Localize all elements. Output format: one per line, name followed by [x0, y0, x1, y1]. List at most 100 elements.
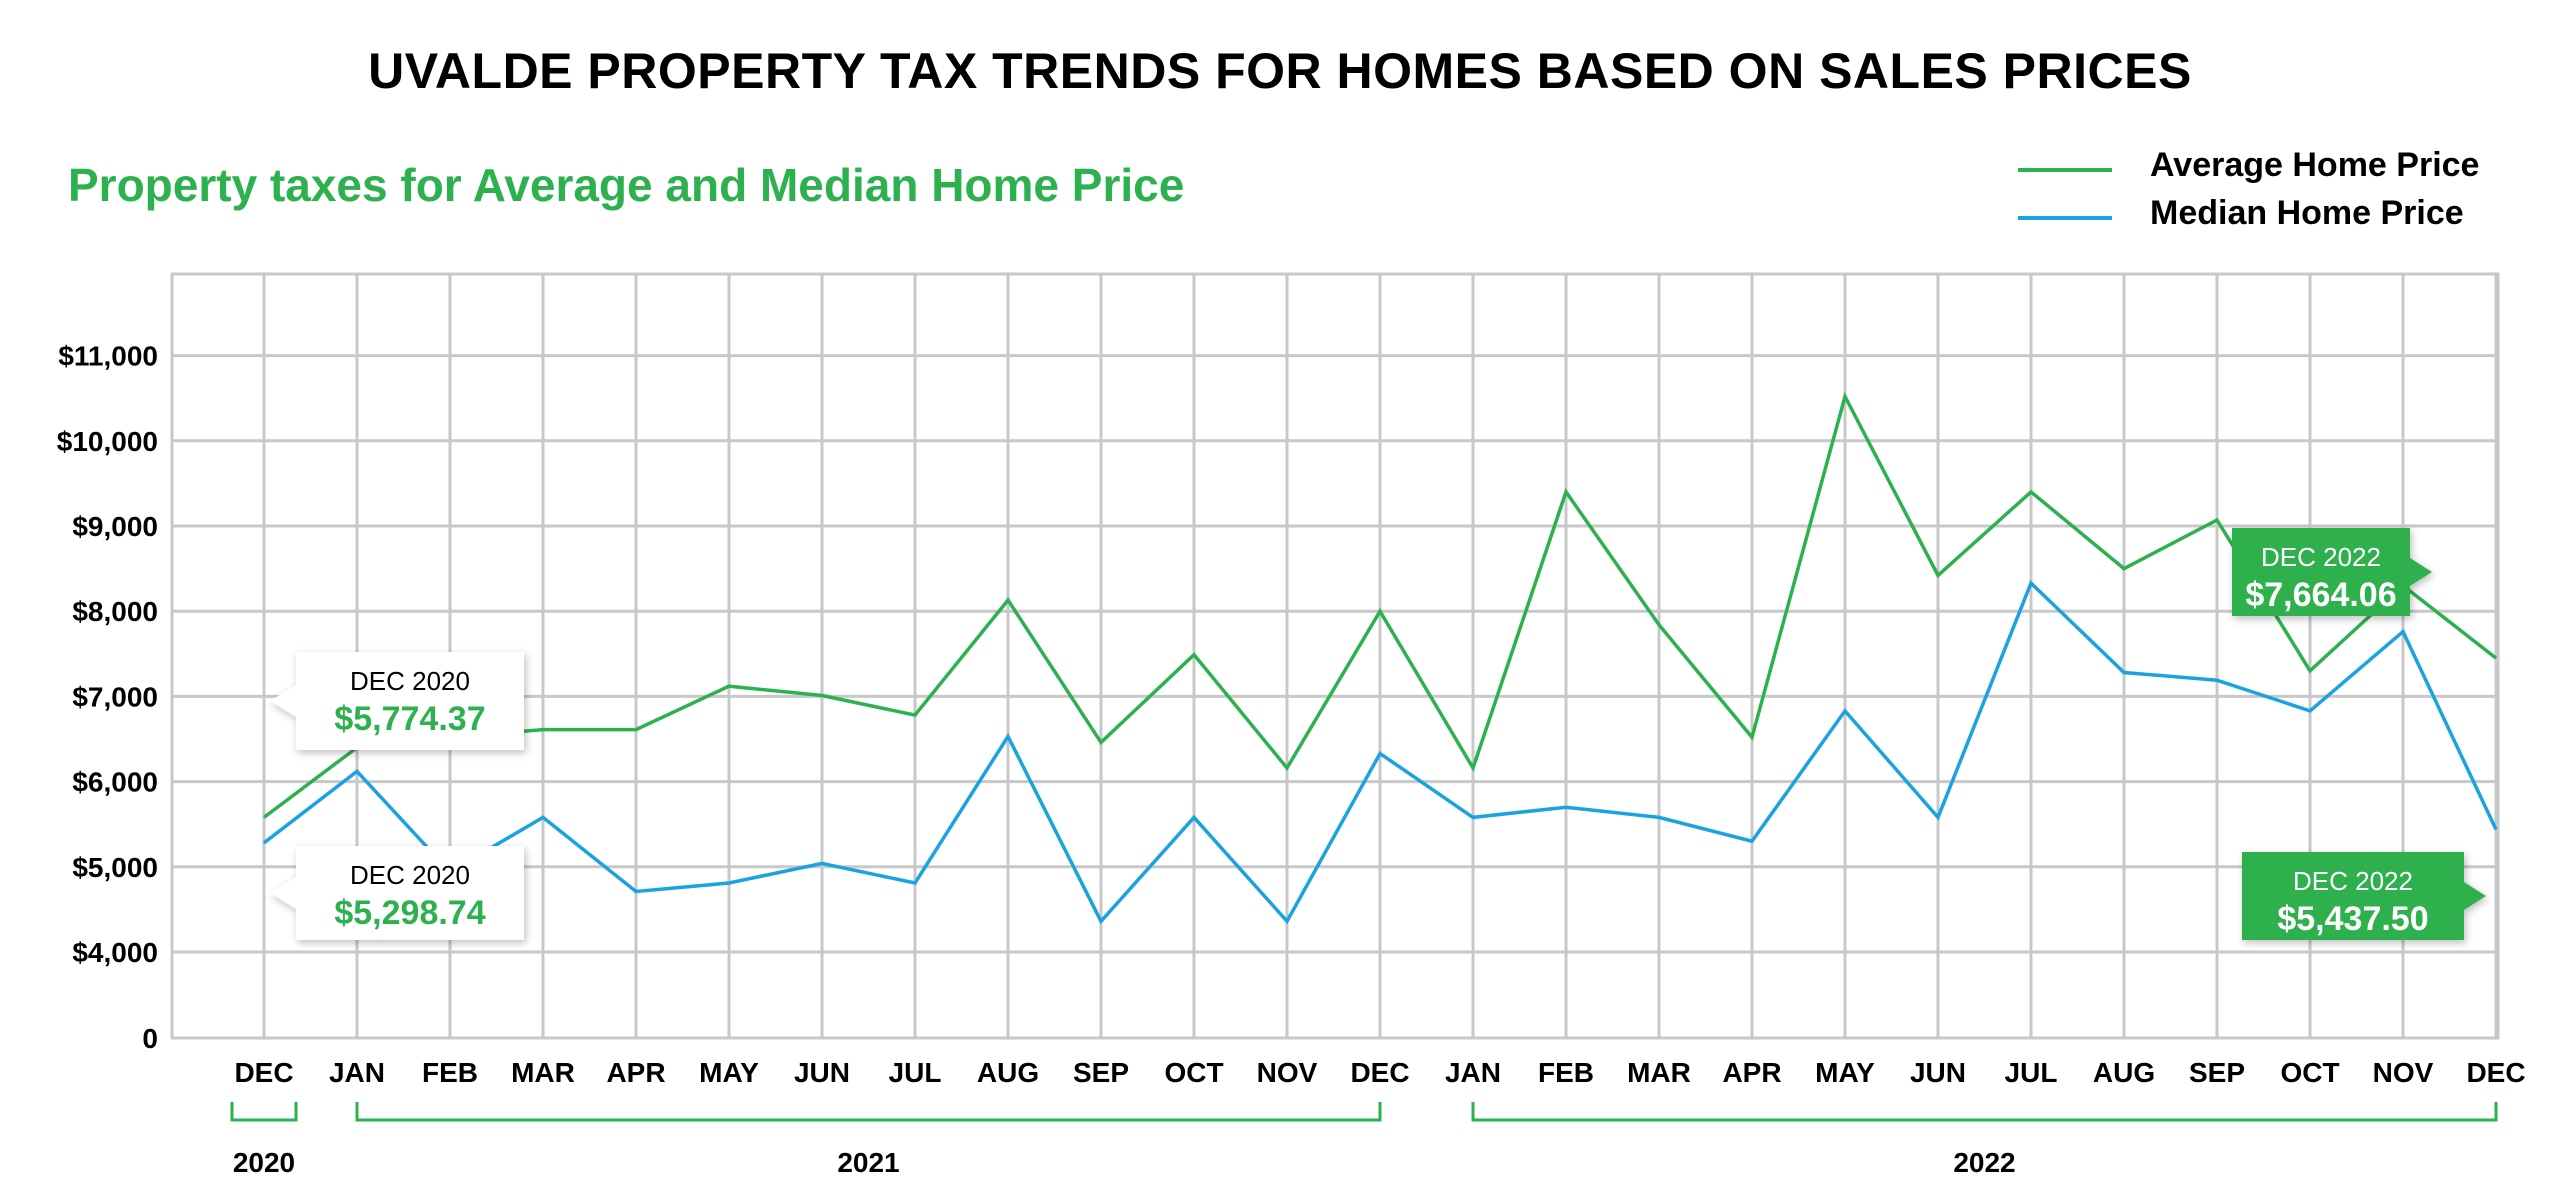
y-tick-label: $7,000 — [72, 681, 158, 712]
data-point — [914, 882, 916, 884]
callout — [270, 846, 524, 940]
x-tick-label: JAN — [1445, 1057, 1501, 1088]
y-tick-label: $5,000 — [72, 852, 158, 883]
data-point — [2030, 582, 2032, 584]
data-point — [2309, 710, 2311, 712]
data-point — [728, 685, 730, 687]
x-tick-label: OCT — [1164, 1057, 1223, 1088]
callout-date: DEC 2020 — [350, 860, 470, 890]
callout — [2242, 852, 2486, 940]
data-point — [1100, 920, 1102, 922]
x-tick-label: DEC — [1350, 1057, 1409, 1088]
x-tick-label: NOV — [1257, 1057, 1318, 1088]
data-point — [1937, 816, 1939, 818]
data-point — [356, 770, 358, 772]
x-tick-label: NOV — [2373, 1057, 2434, 1088]
data-point — [1100, 741, 1102, 743]
year-bracket — [355, 1102, 1382, 1122]
callout-box — [2232, 528, 2432, 616]
data-point — [821, 695, 823, 697]
x-tick-label: APR — [1722, 1057, 1781, 1088]
year-bracket — [1471, 1102, 2498, 1122]
data-point — [1658, 816, 1660, 818]
data-point — [635, 891, 637, 893]
data-point — [821, 862, 823, 864]
data-point — [1844, 710, 1846, 712]
callout-value: $7,664.06 — [2245, 576, 2396, 614]
plot-frame — [170, 272, 2500, 1040]
year-label: 2020 — [233, 1147, 295, 1178]
data-point — [2495, 829, 2497, 831]
data-point — [1379, 610, 1381, 612]
x-tick-label: FEB — [1538, 1057, 1594, 1088]
data-point — [2030, 491, 2032, 493]
y-tick-label: $10,000 — [57, 426, 158, 457]
chart-subtitle: Property taxes for Average and Median Ho… — [68, 159, 1185, 211]
data-point — [1751, 840, 1753, 842]
x-tick-label: SEP — [1073, 1057, 1129, 1088]
data-point — [2402, 631, 2404, 633]
data-point — [1286, 767, 1288, 769]
y-tick-label: $6,000 — [72, 767, 158, 798]
data-point — [542, 816, 544, 818]
callout — [2232, 528, 2432, 616]
data-point — [914, 714, 916, 716]
data-point — [2123, 568, 2125, 570]
data-point — [1658, 624, 1660, 626]
x-tick-label: AUG — [2093, 1057, 2155, 1088]
callout-date: DEC 2022 — [2261, 542, 2381, 572]
data-point — [1472, 767, 1474, 769]
data-point — [1751, 736, 1753, 738]
callout-box — [270, 652, 524, 750]
legend-label-median: Median Home Price — [2150, 194, 2464, 232]
y-tick-label: $8,000 — [72, 596, 158, 627]
x-tick-label: DEC — [2466, 1057, 2525, 1088]
x-tick-label: MAR — [1627, 1057, 1691, 1088]
x-tick-label: JAN — [329, 1057, 385, 1088]
callout-value: $5,298.74 — [334, 894, 485, 932]
data-point — [263, 842, 265, 844]
x-tick-label: JUL — [2005, 1057, 2058, 1088]
data-point — [1472, 816, 1474, 818]
y-tick-label: $9,000 — [72, 511, 158, 542]
y-tick-label: 0 — [142, 1023, 158, 1054]
data-point — [1007, 599, 1009, 601]
chart-title: UVALDE PROPERTY TAX TRENDS FOR HOMES BAS… — [368, 43, 2192, 99]
legend-swatch-median — [2018, 216, 2112, 220]
callout-box — [270, 846, 524, 940]
data-point — [1937, 574, 1939, 576]
legend-swatch-average — [2018, 168, 2112, 172]
x-tick-label: AUG — [977, 1057, 1039, 1088]
data-point — [728, 882, 730, 884]
callout — [270, 652, 524, 750]
year-label: 2022 — [1953, 1147, 2015, 1178]
data-point — [2123, 672, 2125, 674]
callout-date: DEC 2022 — [2293, 866, 2413, 896]
x-tick-label: FEB — [422, 1057, 478, 1088]
x-tick-label: JUL — [889, 1057, 942, 1088]
y-tick-label: $4,000 — [72, 937, 158, 968]
x-tick-label: SEP — [2189, 1057, 2245, 1088]
data-point — [1286, 920, 1288, 922]
data-point — [1379, 752, 1381, 754]
data-point — [2495, 657, 2497, 659]
x-tick-label: MAR — [511, 1057, 575, 1088]
x-tick-label: MAY — [1815, 1057, 1875, 1088]
data-point — [1844, 395, 1846, 397]
data-point — [2216, 519, 2218, 521]
x-tick-label: MAY — [699, 1057, 759, 1088]
callout-value: $5,774.37 — [334, 700, 485, 738]
x-tick-label: JUN — [794, 1057, 850, 1088]
callout-value: $5,437.50 — [2277, 900, 2428, 938]
legend-label-average: Average Home Price — [2150, 146, 2480, 184]
year-label: 2021 — [837, 1147, 899, 1178]
year-bracket — [230, 1102, 298, 1122]
data-point — [1007, 735, 1009, 737]
x-tick-label: OCT — [2280, 1057, 2339, 1088]
x-tick-label: DEC — [234, 1057, 293, 1088]
x-tick-label: JUN — [1910, 1057, 1966, 1088]
callout-box — [2242, 852, 2486, 940]
data-point — [1565, 491, 1567, 493]
data-point — [1193, 816, 1195, 818]
